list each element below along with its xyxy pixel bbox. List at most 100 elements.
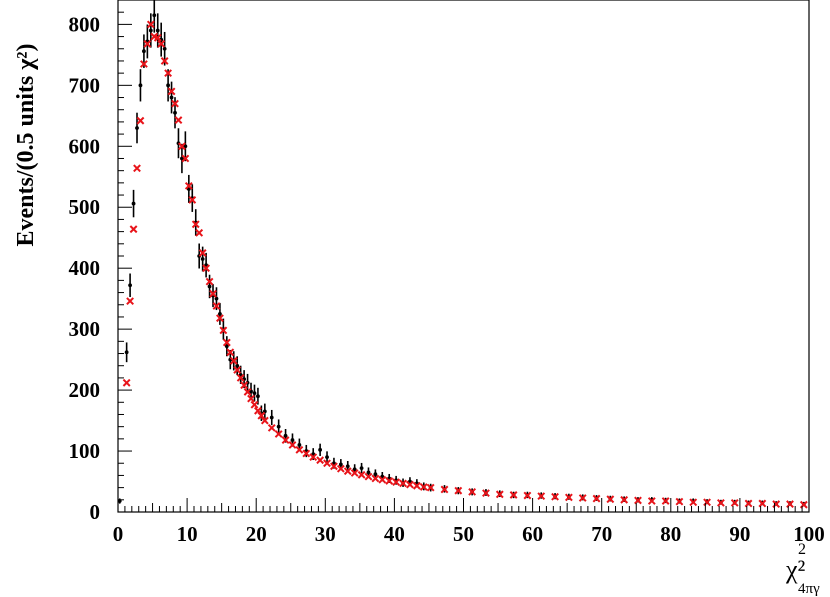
simulation-point [454, 486, 463, 495]
y-tick-label: 200 [69, 378, 101, 402]
data-point [269, 409, 274, 426]
data-point [142, 34, 146, 68]
simulation-point [392, 478, 401, 487]
simulation-point [143, 39, 152, 48]
simulation-point [233, 366, 242, 374]
simulation-point [236, 373, 245, 382]
simulation-point [136, 116, 145, 125]
x-tick-label: 50 [453, 522, 474, 546]
data-point [252, 384, 257, 402]
simulation-point [240, 381, 249, 390]
data-point [224, 336, 229, 357]
simulation-point [174, 116, 183, 124]
simulation-point [247, 394, 255, 403]
simulation-point [195, 228, 204, 237]
simulation-point [495, 490, 504, 499]
simulation-point [212, 302, 221, 310]
simulation-point [222, 338, 231, 347]
simulation-point [209, 289, 217, 298]
data-point [128, 273, 132, 298]
simulation-point [133, 164, 141, 173]
simulation-point [274, 430, 283, 438]
data-point [183, 131, 188, 162]
y-tick-label: 700 [69, 73, 101, 97]
data-points [117, 0, 806, 507]
simulation-point [620, 495, 629, 504]
simulation-point [343, 467, 352, 476]
data-point [166, 69, 170, 102]
y-tick-label: 300 [69, 317, 101, 341]
simulation-point [254, 406, 262, 415]
simulation-point [160, 57, 169, 65]
simulation-point [482, 489, 490, 498]
data-point [124, 342, 129, 363]
simulation-point [406, 480, 414, 489]
simulation-point [371, 474, 380, 483]
simulation-point [578, 494, 587, 502]
simulation-point [744, 499, 753, 508]
data-point [207, 274, 212, 299]
y-tick-label: 800 [69, 12, 101, 36]
simulation-point [350, 469, 359, 477]
simulation-point [523, 491, 532, 500]
simulation-point [146, 20, 155, 29]
simulation-point [647, 497, 656, 505]
data-point [131, 189, 136, 218]
simulation-point [122, 378, 131, 387]
x-tick-label: 60 [522, 522, 543, 546]
simulation-point [440, 485, 449, 494]
simulation-point [551, 492, 559, 501]
simulation-point [295, 445, 304, 454]
simulation-point [126, 297, 134, 306]
x-tick-label: 80 [660, 522, 681, 546]
simulation-point [758, 499, 767, 508]
simulation-point [468, 487, 477, 496]
simulation-point [592, 494, 601, 503]
simulation-point [178, 142, 186, 151]
y-tick-label: 100 [69, 439, 101, 463]
simulation-point [198, 249, 207, 257]
x-tick-label: 90 [729, 522, 750, 546]
x-axis-symbol: χ² [785, 555, 806, 584]
data-point [180, 143, 184, 174]
x-axis-subscript: 4πγ [798, 581, 820, 597]
data-point [218, 302, 222, 325]
simulation-point [509, 491, 518, 499]
simulation-point [537, 492, 546, 501]
simulation-point [188, 196, 197, 204]
y-tick-label: 500 [69, 195, 101, 219]
data-point [200, 246, 205, 272]
simulation-point [226, 348, 235, 357]
y-tick-labels: 0 100 200 300 400 500 600 700 800 [69, 12, 101, 524]
simulation-point [357, 470, 366, 479]
data-point [155, 13, 160, 48]
x-tick-label: 20 [246, 522, 267, 546]
data-point [138, 69, 143, 102]
simulation-point [364, 472, 373, 481]
simulation-point [399, 479, 407, 488]
simulation-point [330, 462, 338, 471]
simulation-point [316, 456, 325, 465]
simulation-point [157, 39, 166, 48]
simulation-point [153, 33, 162, 42]
axis-ticks [117, 0, 810, 513]
x-tick-label: 0 [113, 522, 124, 546]
data-point [359, 462, 364, 474]
x-tick-labels: 0 10 20 30 40 50 60 70 80 90 100 [113, 522, 825, 546]
simulation-point [229, 356, 238, 365]
x-tick-label: 10 [177, 522, 198, 546]
simulation-point [675, 497, 684, 506]
simulation-point [243, 388, 252, 396]
simulation-point [634, 496, 642, 505]
simulation-point [323, 459, 331, 468]
simulation-point [426, 483, 435, 492]
simulation-point [689, 498, 698, 507]
simulation-point [184, 181, 193, 190]
simulation-point [267, 423, 276, 432]
simulation-point [606, 495, 615, 504]
data-point [235, 356, 240, 376]
x-tick-label: 30 [315, 522, 336, 546]
simulation-point [716, 498, 725, 507]
simulation-point [140, 60, 148, 68]
simulation-point [181, 154, 190, 163]
